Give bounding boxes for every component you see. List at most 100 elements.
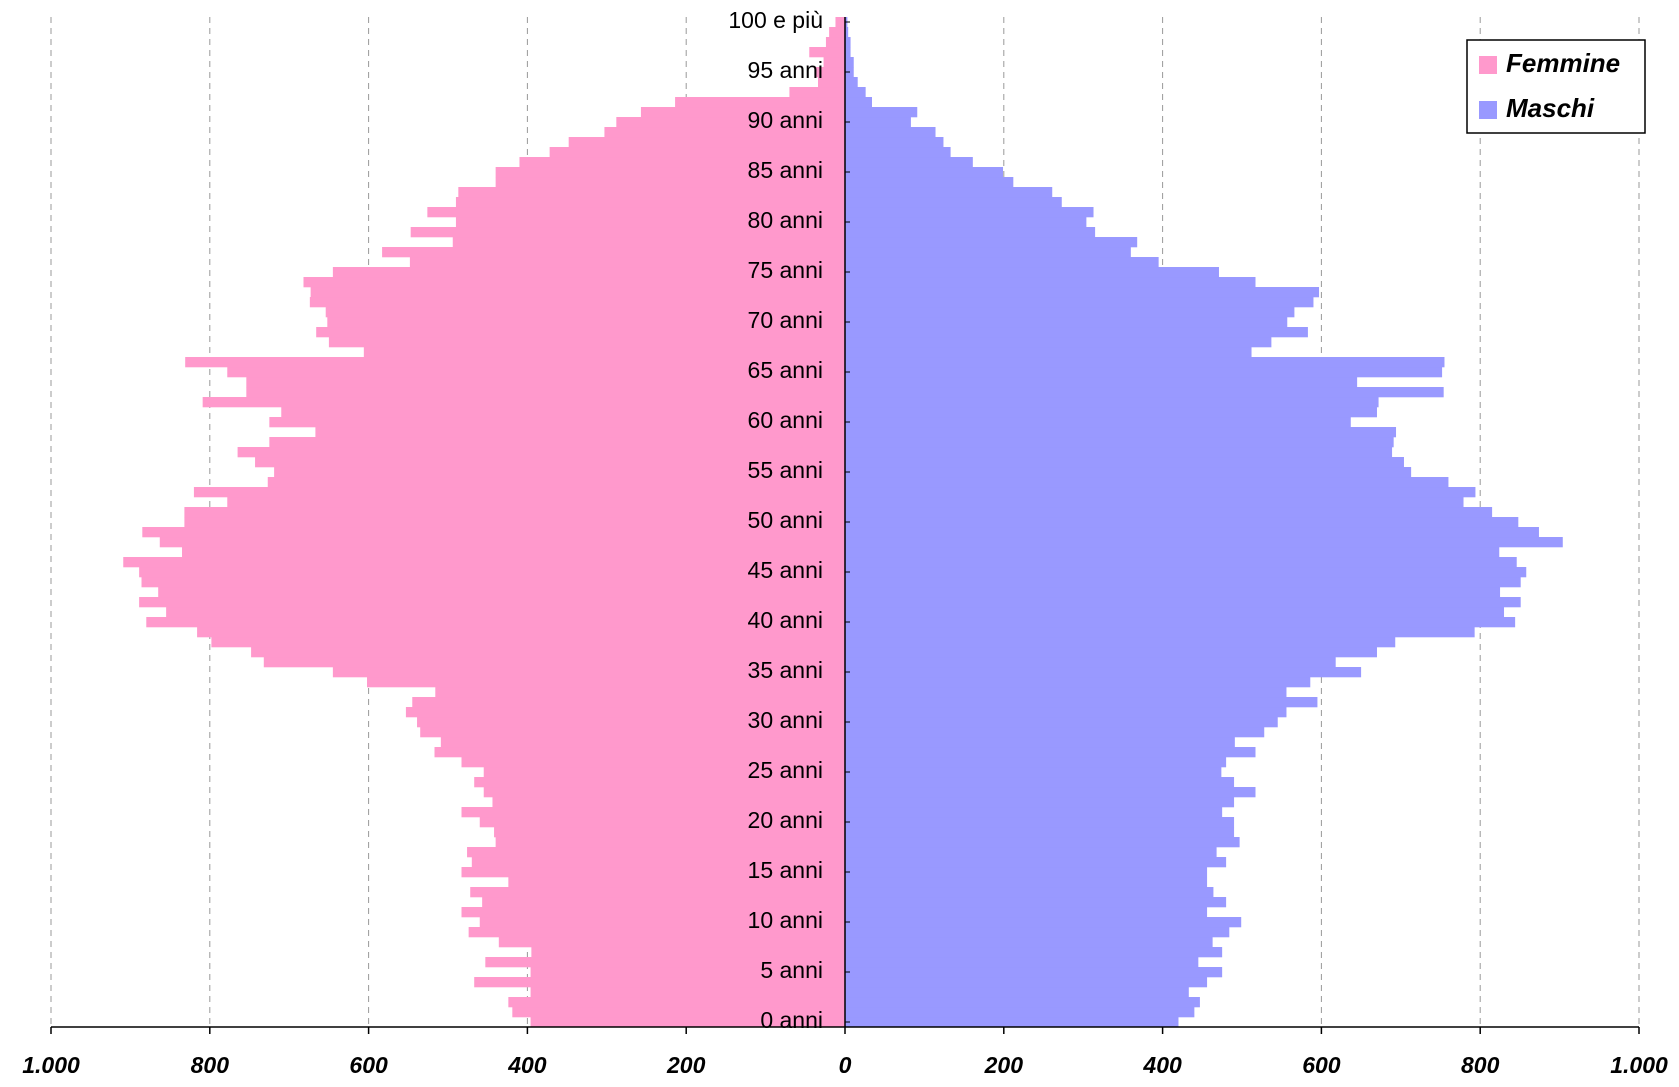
x-tick-label: 800 bbox=[1461, 1052, 1500, 1078]
bar bbox=[274, 467, 845, 478]
bar bbox=[616, 117, 845, 128]
bar bbox=[303, 277, 845, 288]
y-tick-label: 40 anni bbox=[748, 607, 823, 633]
bar bbox=[845, 77, 858, 88]
overlay: 0 200 200 400 400 600 600 800 800 1.000 1.000 0 ann… bbox=[22, 7, 1668, 1078]
bar bbox=[845, 677, 1311, 688]
bar bbox=[845, 527, 1539, 538]
bar bbox=[845, 757, 1227, 768]
bar bbox=[845, 397, 1379, 408]
bar bbox=[845, 147, 951, 158]
bar bbox=[461, 867, 845, 878]
bar bbox=[845, 627, 1475, 638]
bar bbox=[193, 487, 846, 498]
bar bbox=[495, 837, 845, 848]
x-tick-label: 600 bbox=[1302, 1052, 1341, 1078]
bar bbox=[845, 327, 1308, 338]
bar bbox=[809, 47, 845, 58]
bar bbox=[845, 57, 854, 68]
bar bbox=[166, 607, 845, 618]
x-tick-label: 400 bbox=[507, 1052, 547, 1078]
bar bbox=[845, 27, 849, 38]
bar bbox=[845, 317, 1288, 328]
bar bbox=[237, 447, 846, 458]
bar bbox=[845, 197, 1062, 208]
bar bbox=[845, 467, 1412, 478]
bar bbox=[435, 687, 845, 698]
bar bbox=[845, 647, 1377, 658]
bar bbox=[789, 87, 845, 98]
bar bbox=[412, 697, 845, 708]
y-tick-label: 15 anni bbox=[748, 857, 823, 883]
bar bbox=[640, 107, 845, 118]
bar bbox=[829, 27, 845, 38]
bar bbox=[471, 857, 845, 868]
bar bbox=[508, 877, 845, 888]
bar bbox=[845, 927, 1230, 938]
bar bbox=[845, 127, 936, 138]
bar bbox=[405, 707, 845, 718]
y-tick-label: 70 anni bbox=[748, 307, 823, 333]
bar bbox=[328, 337, 845, 348]
bar bbox=[461, 807, 845, 818]
bar bbox=[211, 637, 845, 648]
y-tick-label: 65 anni bbox=[748, 357, 823, 383]
bar bbox=[845, 917, 1242, 928]
bar bbox=[814, 67, 845, 78]
bar bbox=[845, 597, 1521, 608]
bar bbox=[332, 667, 845, 678]
bar bbox=[123, 557, 845, 568]
bar bbox=[530, 987, 845, 998]
bar bbox=[470, 887, 845, 898]
bar bbox=[845, 337, 1272, 348]
bar bbox=[845, 427, 1397, 438]
bar bbox=[845, 797, 1235, 808]
bar bbox=[367, 677, 845, 688]
bar bbox=[440, 737, 845, 748]
bar bbox=[197, 627, 845, 638]
bar bbox=[675, 97, 845, 108]
bar bbox=[825, 37, 845, 48]
bar bbox=[202, 397, 846, 408]
bar bbox=[531, 947, 845, 958]
bar bbox=[845, 137, 944, 148]
bars bbox=[123, 17, 1563, 1028]
y-tick-label: 10 anni bbox=[748, 907, 823, 933]
y-tick-label: 30 anni bbox=[748, 707, 823, 733]
bar bbox=[845, 367, 1443, 378]
y-tick-label: 35 anni bbox=[748, 657, 823, 683]
y-tick-label: 20 anni bbox=[748, 807, 823, 833]
bar bbox=[845, 47, 851, 58]
bar bbox=[845, 577, 1521, 588]
bar bbox=[495, 167, 845, 178]
bar bbox=[845, 557, 1517, 568]
bar bbox=[845, 947, 1223, 958]
bar bbox=[845, 967, 1223, 978]
bar bbox=[845, 87, 866, 98]
bar bbox=[845, 307, 1295, 318]
x-tick-label: 1.000 bbox=[1610, 1052, 1668, 1078]
bar bbox=[835, 17, 845, 28]
y-tick-label: 0 anni bbox=[760, 1007, 823, 1033]
bar bbox=[845, 727, 1265, 738]
bar bbox=[845, 977, 1208, 988]
bar bbox=[823, 57, 845, 68]
y-tick-label: 45 anni bbox=[748, 557, 823, 583]
bar bbox=[845, 477, 1449, 488]
bar bbox=[549, 147, 845, 158]
bar bbox=[845, 847, 1217, 858]
bar bbox=[845, 617, 1516, 628]
bar bbox=[845, 737, 1235, 748]
bar bbox=[845, 707, 1287, 718]
bar bbox=[845, 227, 1096, 238]
bar bbox=[455, 217, 845, 228]
bar bbox=[845, 1007, 1195, 1018]
bar bbox=[845, 697, 1318, 708]
bar bbox=[146, 617, 845, 628]
bar bbox=[845, 537, 1563, 548]
bar bbox=[845, 497, 1464, 508]
x-tick-label: 400 bbox=[1142, 1052, 1182, 1078]
bar bbox=[845, 817, 1235, 828]
